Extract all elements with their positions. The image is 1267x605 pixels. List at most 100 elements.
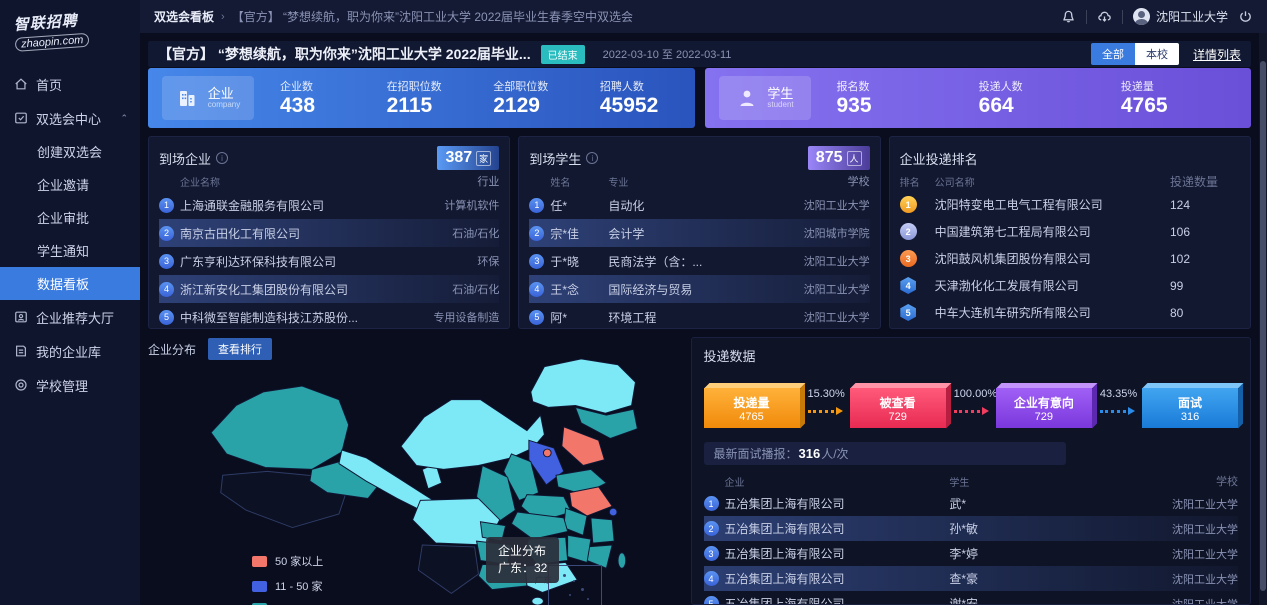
funnel-stage-viewed: 被查看 729 (849, 388, 946, 428)
rank-badge: 4 (159, 281, 174, 297)
table-row: 1 五冶集团上海有限公司 武* 沈阳工业大学 (703, 491, 1238, 516)
person-icon (740, 90, 754, 106)
rank-badge: 4 (703, 571, 719, 586)
sidebar-item-fair-center[interactable]: 双选会中心 ⌃ (0, 101, 140, 135)
rank-row: 3 沈阳鼓风机集团股份有限公司 102 (899, 245, 1240, 272)
power-icon[interactable] (1238, 9, 1253, 24)
stat-open-positions: 在招职位数 2115 (386, 81, 442, 117)
topbar-actions: 沈阳工业大学 (1061, 8, 1253, 25)
sidebar-item-label: 企业推荐大厅 (36, 310, 115, 326)
arrow-right-icon (953, 407, 990, 415)
map-province[interactable] (400, 399, 545, 470)
china-map: 广东 (210, 358, 638, 605)
panel-title: 到场企业 (159, 151, 212, 167)
view-ranking-button[interactable]: 查看排行 (208, 338, 273, 360)
map-province[interactable] (530, 358, 636, 414)
user-menu[interactable]: 沈阳工业大学 (1132, 8, 1228, 25)
toggle-school-button[interactable]: 本校 (1134, 43, 1179, 65)
table-row: 5 中科微至智能制造科技江苏股份... 专用设备制造 (159, 303, 499, 328)
delivery-data-panel: 投递数据 投递量 4765 15.30% 被查看 729 (690, 337, 1251, 605)
card-kind-sublabel: company (207, 100, 241, 109)
rank-badge: 3 (529, 253, 545, 269)
rank-row: 2 中国建筑第七工程局有限公司 106 (899, 218, 1240, 245)
map-city-dot[interactable] (608, 507, 618, 517)
sidebar-item-company-hall[interactable]: 企业推荐大厅 (0, 300, 140, 334)
map-header: 企业分布 查看排行 (148, 337, 683, 361)
scope-toggle: 全部 本校 (1090, 43, 1179, 65)
panel-title: 投递数据 (703, 349, 756, 364)
table-row: 2 宗*佳 会计学 沈阳城市学院 (529, 219, 870, 247)
silver-medal-icon: 2 (899, 223, 917, 240)
cloud-download-icon[interactable] (1097, 9, 1112, 24)
table-row: 4 五冶集团上海有限公司 查*豪 沈阳工业大学 (703, 566, 1238, 591)
sidebar-item-company-approve[interactable]: 企业审批 (37, 211, 90, 226)
fair-title: 【官方】 “梦想续航，职为你来”沈阳工业大学 2022届毕业... (158, 46, 531, 62)
map-city-dot[interactable] (542, 448, 552, 458)
map-province[interactable] (510, 511, 569, 540)
map-province[interactable] (220, 470, 348, 529)
panel-header: 到场企业 i 387 家 (159, 145, 500, 171)
table-row: 2 南京古田化工有限公司 石油/石化 (159, 219, 500, 247)
legend-item: 11 - 50 家 (252, 578, 323, 594)
scrollbar-thumb[interactable] (1260, 61, 1266, 591)
map-province[interactable] (574, 406, 638, 439)
table-row: 1 上海通联金融服务有限公司 计算机软件 (159, 191, 499, 219)
scrollbar-track[interactable] (1259, 33, 1267, 605)
divider (1121, 9, 1123, 24)
funnel-stage-interested: 企业有意向 729 (995, 388, 1092, 428)
sidebar-item-student-notice[interactable]: 学生通知 (37, 244, 90, 259)
toggle-all-button[interactable]: 全部 (1090, 43, 1135, 65)
company-distribution-section: 企业分布 查看排行 (148, 337, 683, 605)
map-province[interactable] (528, 439, 565, 486)
map-province[interactable] (561, 426, 606, 467)
info-icon[interactable]: i (586, 152, 599, 164)
arrow-right-icon (1099, 407, 1136, 415)
breadcrumb-root[interactable]: 双选会看板 (154, 10, 215, 24)
main-content: 【官方】 “梦想续航，职为你来”沈阳工业大学 2022届毕业... 已结束 20… (140, 33, 1267, 605)
map-province[interactable] (210, 385, 350, 470)
sidebar-item-school-admin[interactable]: 学校管理 (0, 368, 140, 402)
rank-badge: 3 (159, 253, 174, 269)
sidebar-item-company-invite[interactable]: 企业邀请 (37, 178, 90, 193)
table-row: 4 王*念 国际经济与贸易 沈阳工业大学 (529, 275, 870, 303)
map-province[interactable] (531, 596, 544, 605)
university-name: 沈阳工业大学 (1155, 10, 1228, 24)
brand-logo[interactable]: 智联招聘 zhaopin.com (0, 0, 142, 58)
sidebar-item-home[interactable]: 首页 (0, 67, 140, 101)
card-kind-sublabel: student (767, 100, 794, 109)
rank-badge: 1 (159, 197, 174, 213)
rank-badge: 5 (703, 596, 719, 604)
table-header: 企业 学生 学校 (724, 476, 1239, 489)
sidebar-item-my-company-library[interactable]: 我的企业库 (0, 334, 140, 368)
detail-list-link[interactable]: 详情列表 (1192, 47, 1241, 62)
bell-icon[interactable] (1061, 9, 1076, 24)
attend-student-panel: 到场学生 i 875 人 姓名 专业 学校 1 任* 自动化 沈阳工业大学 2 宗*佳 会计… (518, 136, 881, 329)
rank-badge: 1 (703, 496, 719, 511)
fair-center-icon (15, 112, 27, 124)
rank-hexagon-icon: 4 (900, 277, 916, 294)
school-admin-icon (15, 379, 27, 391)
info-icon[interactable]: i (216, 152, 229, 164)
map-province[interactable] (590, 517, 615, 544)
map-province[interactable] (567, 534, 592, 564)
map-tooltip-value: 广东：32 (498, 561, 548, 575)
breadcrumb-current: 【官方】 “梦想续航，职为你来”沈阳工业大学 2022届毕业生春季空中双选会 (231, 10, 634, 24)
panel-title: 企业投递排名 (899, 151, 978, 167)
sidebar-item-data-board[interactable]: 数据看板 (0, 267, 140, 300)
map-title: 企业分布 (148, 342, 197, 357)
map-province[interactable] (417, 544, 480, 595)
table-row: 1 任* 自动化 沈阳工业大学 (529, 191, 870, 219)
map-province[interactable] (569, 486, 613, 517)
breadcrumb-separator: › (221, 10, 225, 23)
student-stats-card: 学生 student 报名数 935 投递人数 664 投递量 4765 (704, 68, 1251, 128)
rank-badge: 3 (703, 546, 719, 561)
brand-name: 智联招聘 (13, 12, 79, 34)
card-kind-label: 企业 (207, 86, 234, 101)
map-province[interactable] (617, 552, 627, 569)
funnel-arrow: 43.35% (1099, 388, 1137, 428)
company-icon-box: 企业 company (162, 76, 254, 120)
sidebar-item-label: 首页 (36, 77, 63, 93)
panel-header: 企业投递排名 (900, 145, 1240, 171)
sidebar-item-create-fair[interactable]: 创建双选会 (37, 145, 103, 160)
